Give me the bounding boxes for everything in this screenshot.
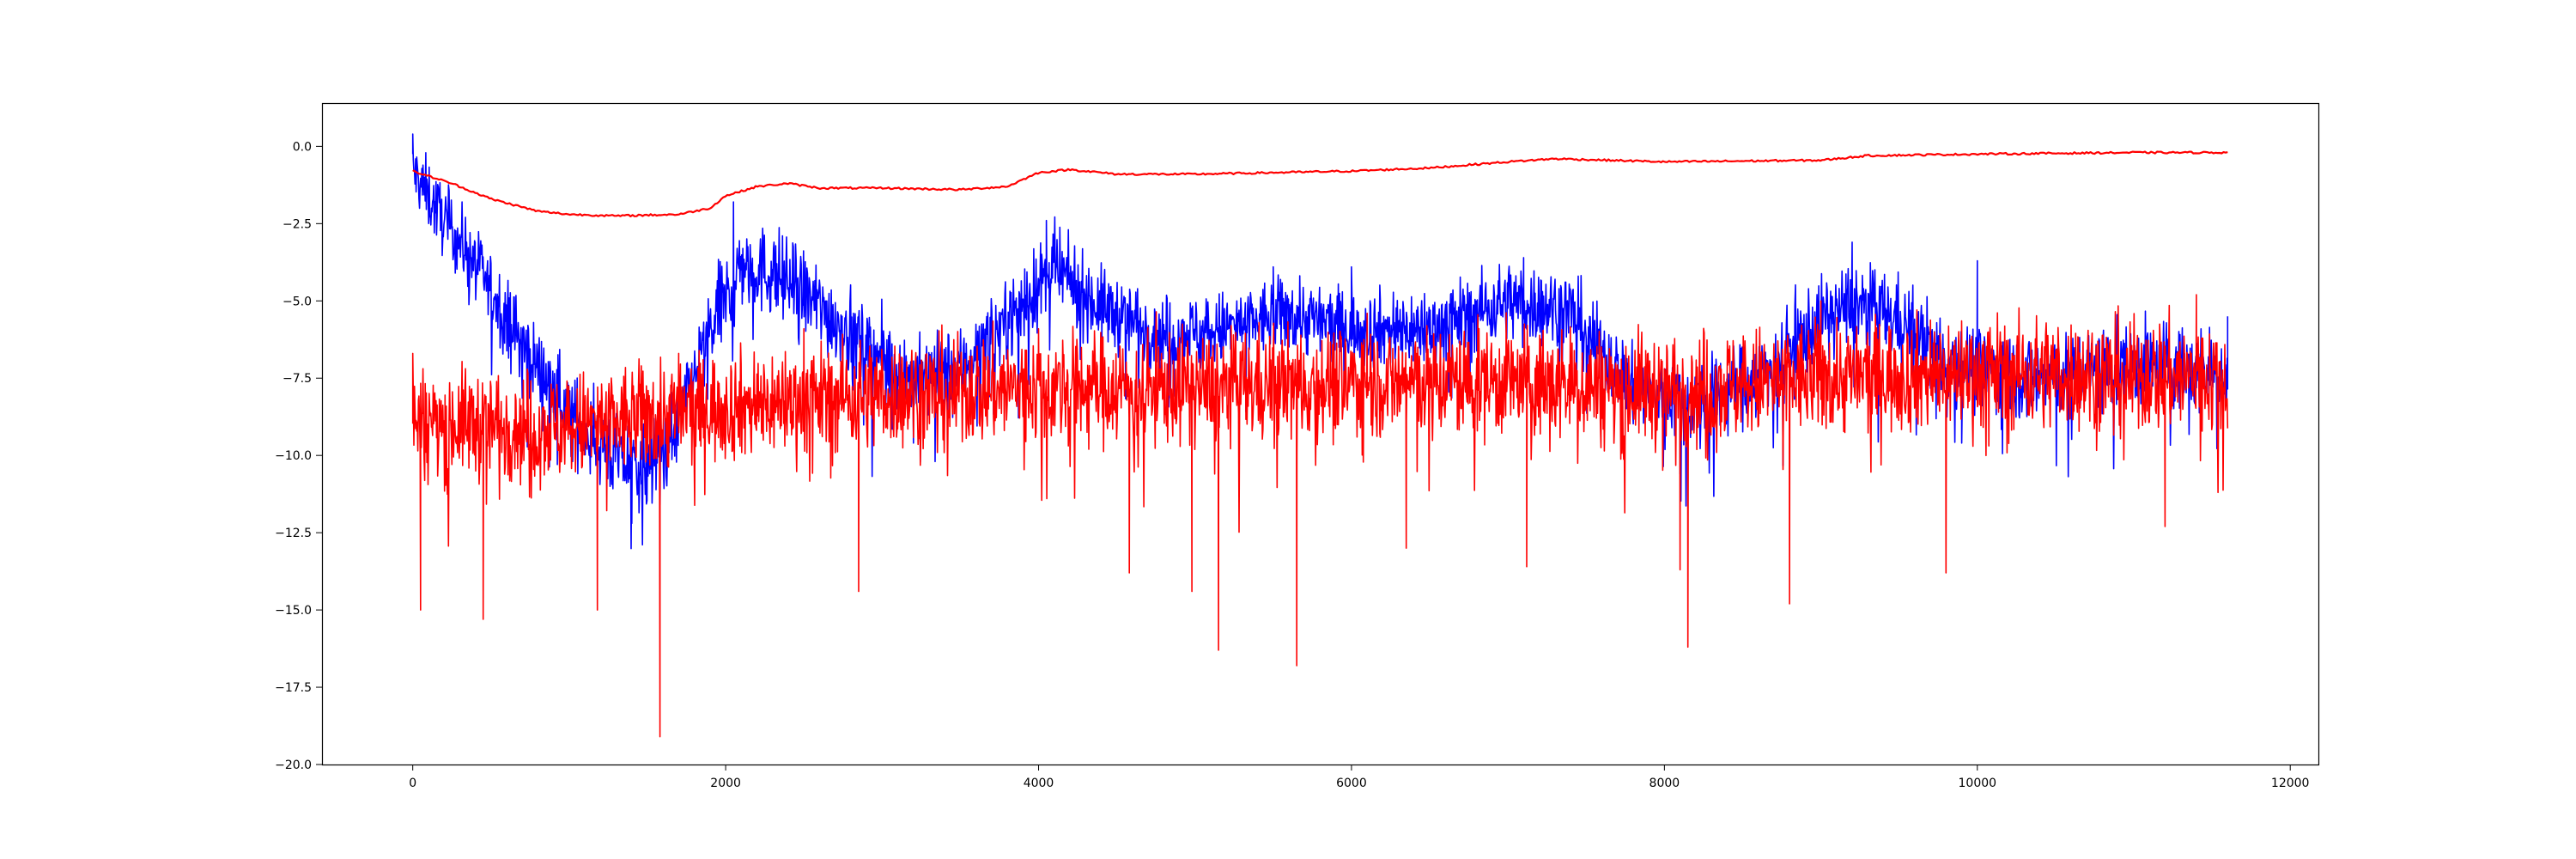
x-tick-label: 8000: [1649, 777, 1680, 790]
series-layer: [411, 133, 2229, 738]
y-tick-label: −12.5: [275, 527, 312, 540]
x-axis: 0 2000 4000 6000 8000 10000 12000: [409, 765, 2309, 790]
y-axis: 0.0 −2.5 −5.0 −7.5 −10.0 −12.5 −15.0 −17.5 −20.0: [275, 140, 322, 772]
y-tick-label: −15.0: [275, 604, 312, 618]
x-tick-label: 0: [409, 777, 416, 790]
y-tick-label: −2.5: [283, 217, 312, 231]
y-tick-label: −5.0: [283, 295, 312, 308]
x-tick-label: 10000: [1959, 777, 1997, 790]
x-tick-label: 4000: [1024, 777, 1054, 790]
x-tick-label: 6000: [1336, 777, 1367, 790]
series-line-smooth-red: [412, 150, 2228, 217]
plot-frame: [321, 102, 2320, 766]
series-line-noisy-blue: [411, 133, 2229, 550]
y-tick-label: −17.5: [275, 681, 312, 695]
y-tick-label: −10.0: [275, 449, 312, 463]
x-tick-label: 2000: [710, 777, 741, 790]
y-tick-label: −7.5: [283, 372, 312, 386]
y-tick-label: 0.0: [293, 140, 312, 154]
y-tick-label: −20.0: [275, 758, 312, 772]
series-line-noisy-red: [411, 294, 2229, 738]
x-tick-label: 12000: [2271, 777, 2310, 790]
